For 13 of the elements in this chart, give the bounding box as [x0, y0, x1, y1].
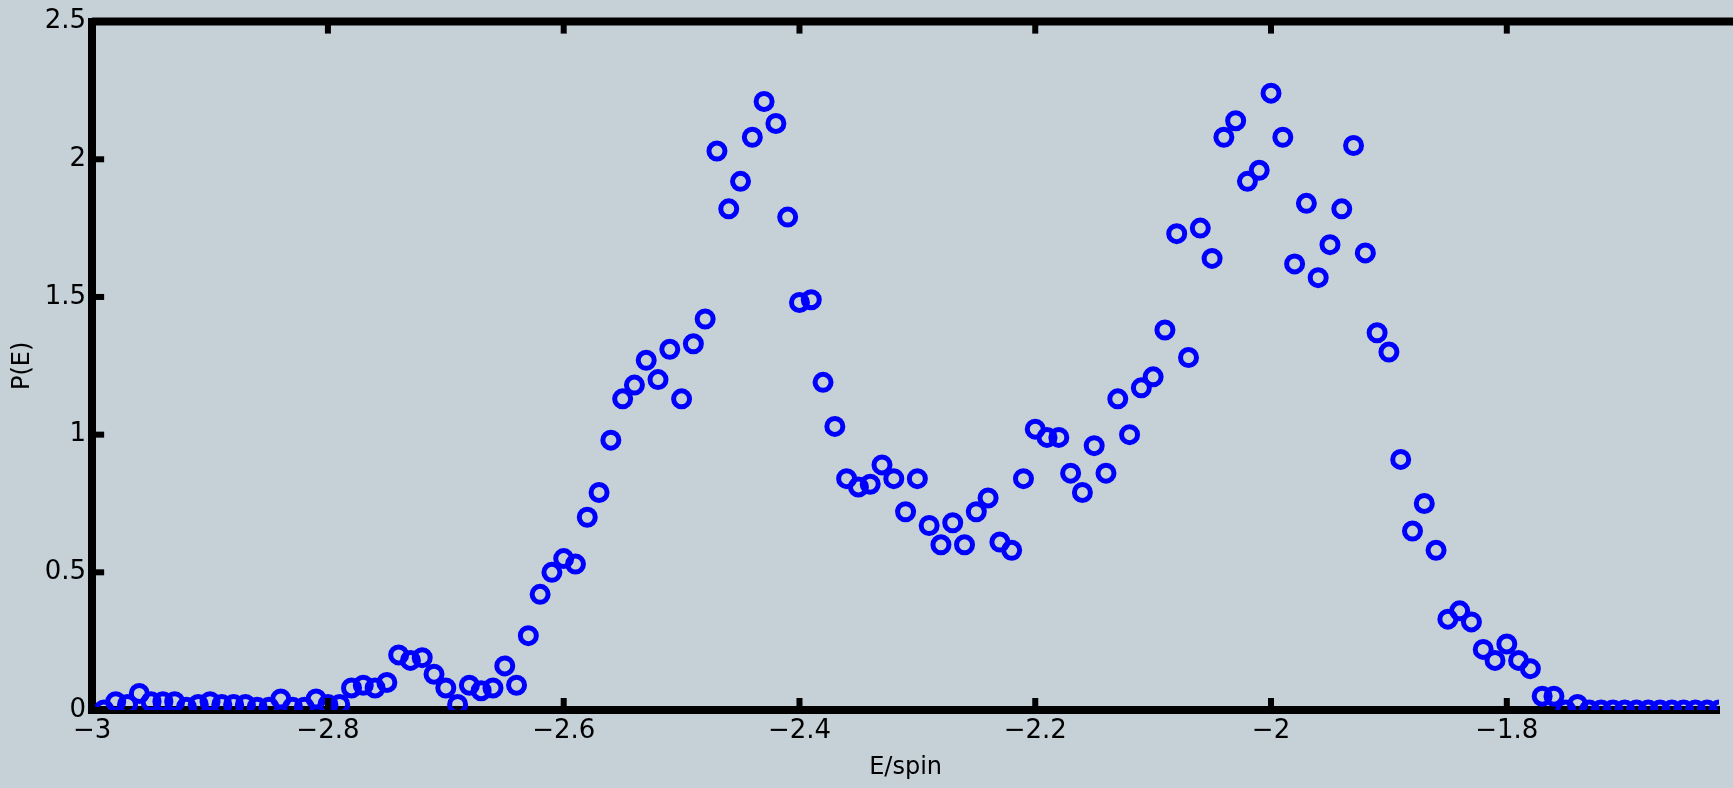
y-tick-label: 1.5 [44, 279, 87, 310]
y-axis-title: P(E) [6, 341, 35, 390]
x-tick-label: −2 [1251, 714, 1291, 745]
y-tick-label: 1 [69, 417, 87, 448]
x-tick-label: −2.6 [532, 714, 596, 745]
y-tick-label: 2 [69, 142, 87, 173]
y-tick-label: 0.5 [44, 555, 87, 586]
y-tick-label: 2.5 [44, 4, 87, 35]
x-tick-label: −2.4 [767, 714, 832, 745]
x-axis-title: E/spin [869, 751, 943, 780]
x-tick-label: −2.8 [296, 714, 360, 745]
x-tick-label: −1.8 [1475, 714, 1539, 745]
x-tick-label: −2.2 [1003, 714, 1067, 745]
